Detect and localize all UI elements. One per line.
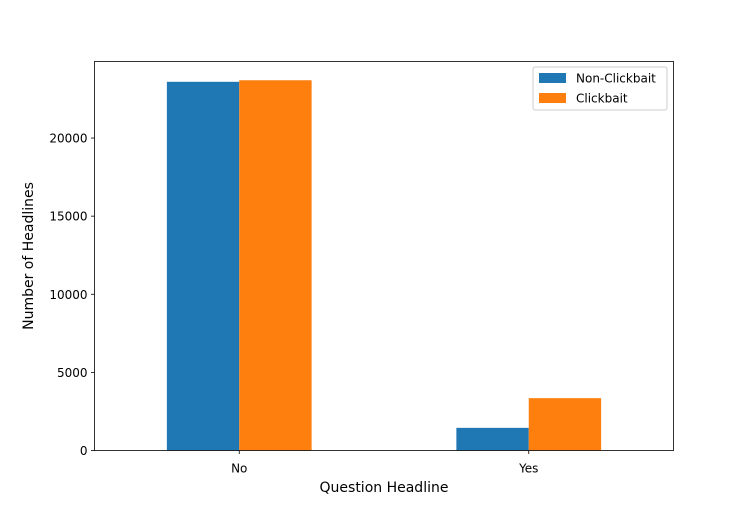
legend: Non-Clickbait Clickbait (532, 66, 668, 111)
bar-clickbait-no (239, 80, 312, 451)
x-tick-label: Yes (518, 462, 538, 476)
legend-frame (532, 66, 668, 111)
plot-frame (94, 61, 674, 451)
x-axis-label: Question Headline (320, 480, 449, 496)
bars-group (166, 80, 602, 451)
y-axis: 0 5000 10000 15000 20000 (49, 132, 95, 458)
y-tick-label: 10000 (49, 288, 87, 302)
y-tick-label: 0 (80, 444, 88, 458)
x-tick-label: No (231, 462, 247, 476)
bar-non-clickbait-yes (456, 427, 529, 451)
bar-clickbait-yes (528, 398, 602, 451)
legend-swatch (539, 93, 566, 103)
legend-swatch (539, 73, 566, 83)
y-tick-label: 15000 (49, 210, 87, 224)
legend-label: Non-Clickbait (576, 72, 656, 86)
legend-label: Clickbait (576, 92, 628, 106)
bar-non-clickbait-no (166, 81, 240, 451)
y-axis-label: Number of Headlines (21, 182, 37, 330)
y-tick-label: 20000 (49, 132, 87, 146)
x-axis: No Yes (231, 450, 538, 476)
y-tick-label: 5000 (57, 366, 88, 380)
